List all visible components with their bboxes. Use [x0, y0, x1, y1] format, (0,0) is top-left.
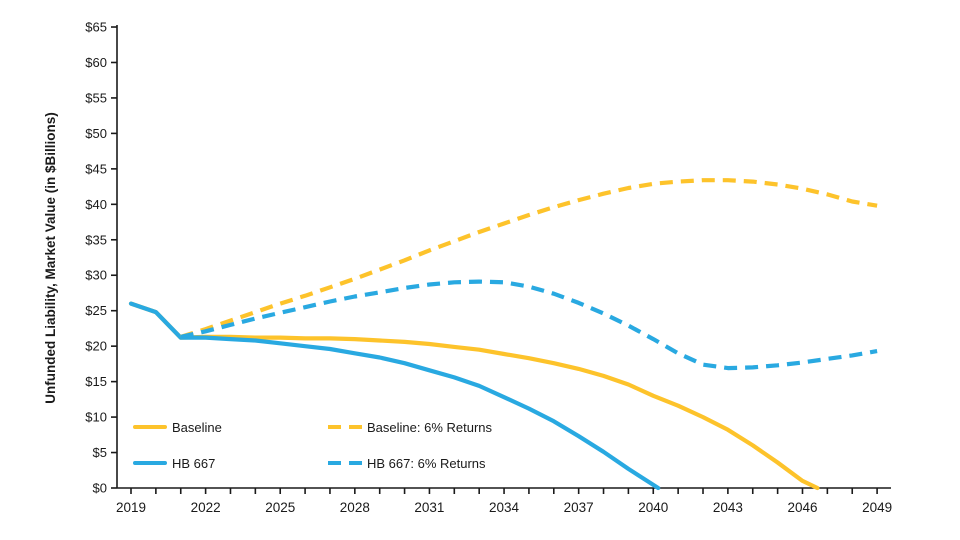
axes: $0 $5 $10 $15 $20 $25 $30 $35 $40 $45 $50 $55 $60 $65… — [85, 20, 892, 515]
x-axis-tick-label: 2049 — [862, 500, 892, 515]
legend-item-baseline-6-returns: Baseline: 6% Returns — [328, 419, 492, 435]
y-axis-tick-label: $55 — [85, 90, 107, 105]
series-line-hb-667-6-returns — [180, 279, 878, 371]
y-axis-tick-label: $10 — [85, 410, 107, 425]
y-axis-tick-label: $30 — [85, 268, 107, 283]
legend-label-baseline: Baseline — [172, 419, 222, 435]
legend-swatch-hb-667-6-returns — [328, 461, 362, 465]
x-axis-tick-label: 2019 — [116, 500, 146, 515]
series-lines — [128, 178, 878, 491]
x-axis-tick-label: 2040 — [638, 500, 668, 515]
y-axis-tick-label: $65 — [85, 20, 107, 35]
y-axis-title: Unfunded Liability, Market Value (in $Bi… — [43, 112, 58, 404]
y-axis-tick-label: $20 — [85, 339, 107, 354]
legend-item-baseline: Baseline — [133, 419, 222, 435]
x-axis-tick-label: 2028 — [340, 500, 370, 515]
legend-label-hb-667-6-returns: HB 667: 6% Returns — [367, 455, 486, 471]
legend-swatch-hb-667 — [133, 461, 167, 465]
x-axis-tick-label: 2031 — [414, 500, 444, 515]
legend-swatch-baseline-6-returns — [328, 425, 362, 429]
legend-label-hb-667: HB 667 — [172, 455, 216, 471]
y-axis-tick-label: $40 — [85, 197, 107, 212]
y-axis-tick-label: $15 — [85, 374, 107, 389]
y-axis-tick-label: $0 — [93, 481, 107, 496]
x-axis-tick-label: 2046 — [787, 500, 817, 515]
y-axis-tick-label: $5 — [93, 445, 107, 460]
x-axis-tick-label: 2034 — [489, 500, 520, 515]
series-line-baseline — [128, 301, 820, 491]
series-line-hb-667 — [128, 301, 661, 491]
legend-item-hb-667: HB 667 — [133, 455, 215, 471]
y-axis-tick-label: $25 — [85, 303, 107, 318]
x-axis-tick-label: 2025 — [265, 500, 295, 515]
y-axis-tick-label: $60 — [85, 55, 107, 70]
y-axis-tick-label: $35 — [85, 232, 107, 247]
x-axis-tick-label: 2022 — [191, 500, 221, 515]
legend-item-hb-667-6-returns: HB 667: 6% Returns — [328, 455, 486, 471]
legend-swatch-baseline — [133, 425, 167, 429]
series-line-baseline-6-returns — [180, 178, 878, 339]
x-axis-tick-label: 2037 — [564, 500, 594, 515]
y-axis-tick-label: $50 — [85, 126, 107, 141]
y-axis-tick-label: $45 — [85, 161, 107, 176]
x-axis-tick-label: 2043 — [713, 500, 743, 515]
legend-label-baseline-6-returns: Baseline: 6% Returns — [367, 419, 493, 435]
